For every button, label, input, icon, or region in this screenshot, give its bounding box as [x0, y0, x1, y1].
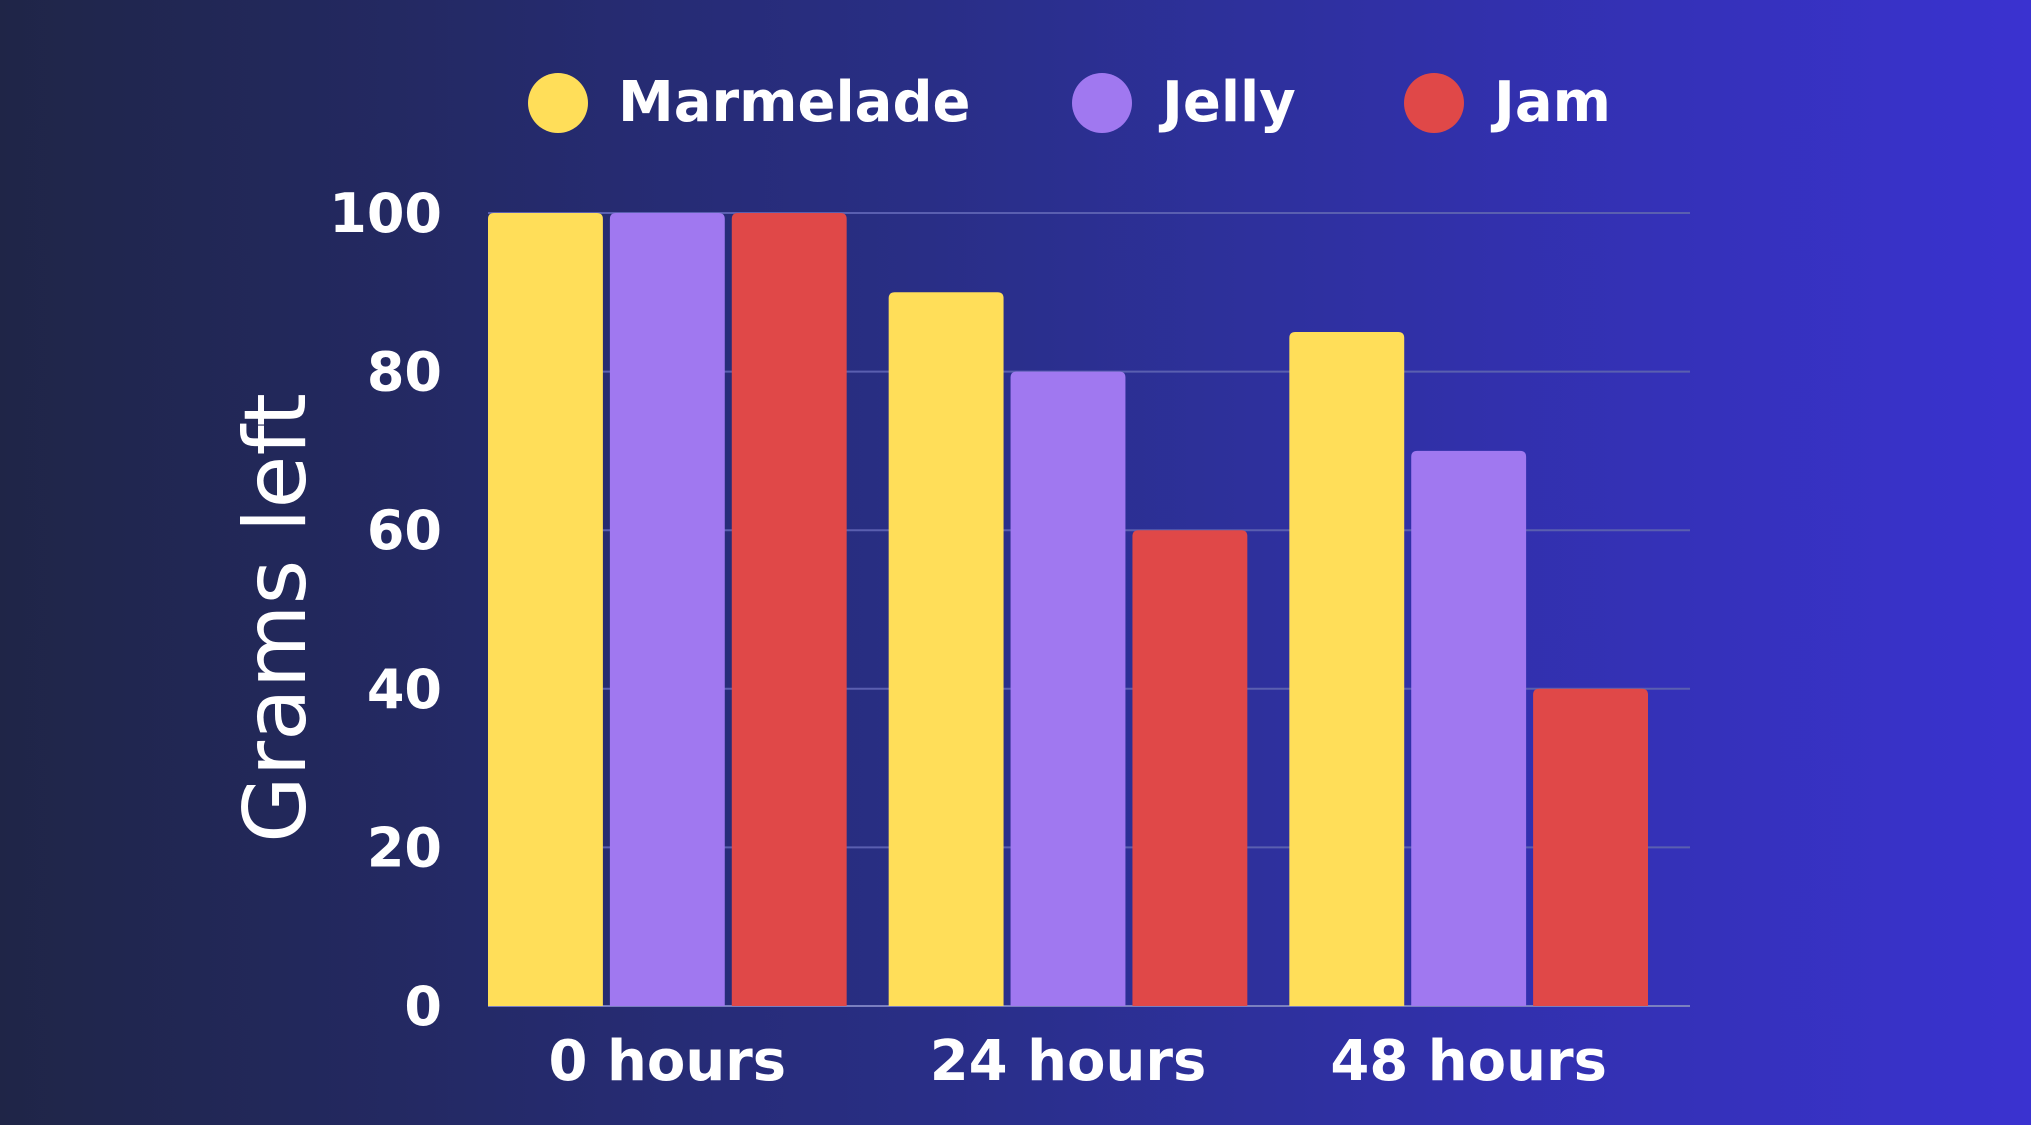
y-tick-label: 80 [367, 341, 442, 404]
y-tick-label: 40 [367, 658, 442, 721]
x-tick-label: 48 hours [1330, 1029, 1607, 1094]
y-tick-label: 0 [404, 975, 442, 1038]
y-tick-label: 100 [329, 182, 442, 245]
bar-marmelade-0 [488, 213, 603, 1006]
legend-swatch [1404, 73, 1464, 133]
y-axis-title: Grams left [226, 393, 326, 843]
bar-marmelade-1 [888, 292, 1004, 1006]
bar-jelly-0 [609, 213, 725, 1006]
bar-jam-0 [731, 213, 847, 1006]
y-tick-label: 60 [367, 499, 442, 562]
x-axis-ticks: 0 hours 24 hours 48 hours [549, 1029, 1607, 1094]
y-axis-ticks: 0 20 40 60 80 100 [329, 182, 442, 1038]
bar-jam-2 [1533, 688, 1648, 1006]
legend-swatch [1072, 73, 1132, 133]
bar-jam-1 [1132, 530, 1248, 1006]
legend: Marmelade Jelly Jam [528, 70, 1611, 135]
legend-label: Marmelade [618, 70, 971, 135]
bar-jelly-2 [1411, 450, 1527, 1006]
y-tick-label: 20 [367, 816, 442, 879]
x-tick-label: 24 hours [930, 1029, 1207, 1094]
legend-label: Jelly [1158, 70, 1296, 135]
legend-swatch [528, 73, 588, 133]
bars [488, 213, 1648, 1007]
bar-jelly-1 [1010, 371, 1126, 1007]
bar-marmelade-2 [1289, 331, 1405, 1006]
x-tick-label: 0 hours [549, 1029, 787, 1094]
legend-label: Jam [1490, 70, 1611, 135]
